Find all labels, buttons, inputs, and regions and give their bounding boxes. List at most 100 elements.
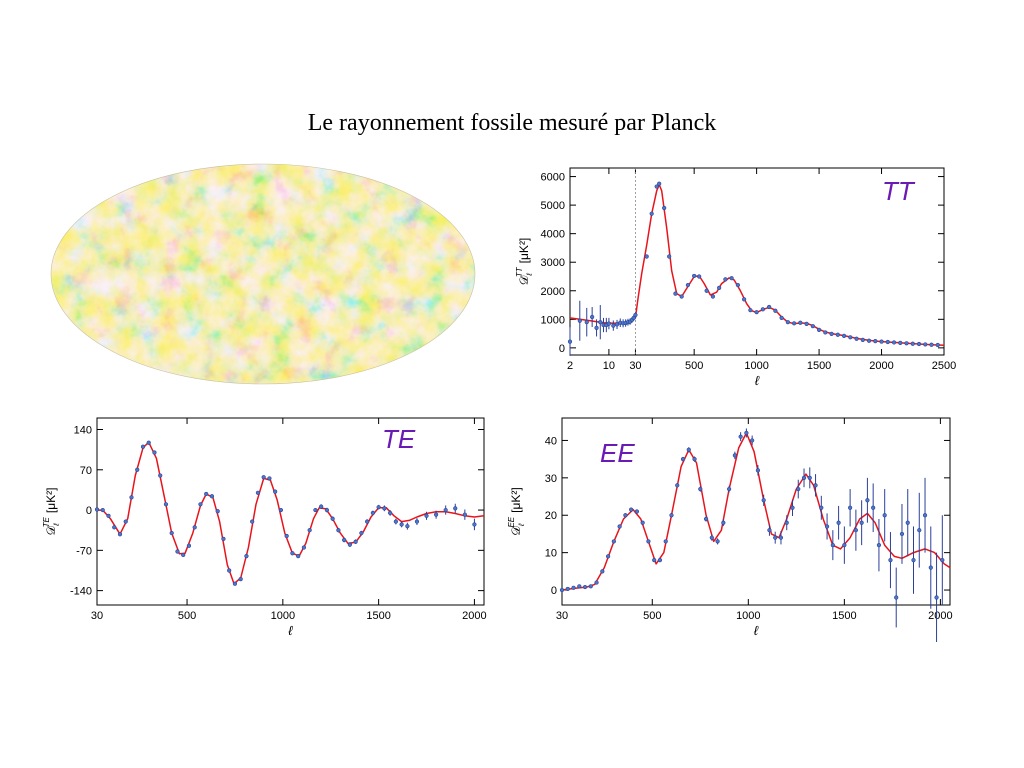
ee-data-point xyxy=(778,535,784,540)
tt-data-point xyxy=(860,337,865,342)
tt-data-point xyxy=(662,205,667,211)
ee-data-point xyxy=(836,520,841,525)
ee-data-point xyxy=(882,513,887,518)
te-data-point xyxy=(382,506,387,511)
te-data-point xyxy=(146,440,151,445)
slide-title: Le rayonnement fossile mesuré par Planck xyxy=(307,110,717,136)
te-data-point xyxy=(462,512,467,517)
ee-data-point xyxy=(767,528,772,533)
te-data-point xyxy=(414,519,420,524)
tt-y-tick-label: 4000 xyxy=(541,229,565,241)
tt-y-label-symbol: 𝒟 xyxy=(517,275,531,285)
tt-model-curve xyxy=(569,183,945,346)
te-data-point xyxy=(399,522,404,527)
te-data-point xyxy=(336,528,341,533)
te-data-point xyxy=(453,506,458,511)
te-data-point xyxy=(198,502,203,507)
ee-data-point xyxy=(761,498,766,503)
tt-data-point xyxy=(667,254,672,259)
ee-data-point xyxy=(848,505,853,510)
ee-data-point xyxy=(824,524,830,529)
ee-data-point xyxy=(686,447,691,452)
te-data-point xyxy=(284,533,289,539)
te-data-point xyxy=(434,512,439,517)
ee-y-tick-label: 40 xyxy=(545,435,557,447)
te-data-point xyxy=(192,525,197,530)
tt-data-point xyxy=(717,285,722,291)
ee-data-point xyxy=(830,543,835,548)
te-data-point xyxy=(290,551,295,556)
te-data-point xyxy=(324,507,330,513)
ee-data-point xyxy=(577,584,582,589)
tt-data-point xyxy=(760,307,765,312)
tt-data-point xyxy=(866,338,872,343)
tt-data-point xyxy=(841,333,847,338)
ee-data-point xyxy=(934,595,939,600)
tt-data-point xyxy=(929,342,934,347)
ee-y-tick-label: 30 xyxy=(545,473,557,485)
te-data-point xyxy=(186,543,192,548)
ee-data-point xyxy=(675,483,680,488)
tt-data-point xyxy=(823,330,828,335)
tt-data-point xyxy=(590,314,595,320)
ee-data-point xyxy=(692,457,697,462)
ee-data-point xyxy=(755,468,761,473)
ee-data-point xyxy=(680,457,686,462)
te-y-label-sup: TE xyxy=(42,516,51,527)
tt-data-point xyxy=(577,318,582,323)
te-y-tick-label: -140 xyxy=(70,586,92,598)
te-data-point xyxy=(158,473,163,478)
ee-data-point xyxy=(773,535,778,540)
te-data-point xyxy=(255,490,261,495)
ee-x-tick-label: 1500 xyxy=(832,610,856,622)
ee-data-point xyxy=(669,513,674,518)
ee-data-point xyxy=(922,513,928,518)
te-plot-frame xyxy=(96,417,485,606)
te-y-axis-label: 𝒟ℓTE [μK²] xyxy=(42,488,61,536)
tt-data-point xyxy=(644,254,649,259)
ee-data-point xyxy=(634,509,640,514)
tt-data-point xyxy=(685,282,691,288)
tt-data-point xyxy=(657,181,662,186)
tt-x-tick-label: 1500 xyxy=(807,360,831,372)
te-data-point xyxy=(181,552,186,558)
tt-y-axis-label: 𝒟ℓTT [μK²] xyxy=(515,238,534,286)
tt-x-tick-label: 1000 xyxy=(744,360,768,372)
tt-spectrum-tag: TT xyxy=(882,176,916,206)
tt-data-point xyxy=(606,321,611,326)
te-data-point xyxy=(443,507,448,513)
tt-x-tick-label: 30 xyxy=(629,360,641,372)
te-x-axis-label: ℓ xyxy=(288,623,293,638)
tt-data-point xyxy=(754,310,759,315)
te-data-point xyxy=(123,519,128,524)
ee-data-point xyxy=(894,595,899,600)
ee-x-axis-label: ℓ xyxy=(754,623,759,638)
tt-data-point xyxy=(779,315,784,320)
tt-y-tick-label: 2000 xyxy=(541,286,565,298)
te-data-point xyxy=(106,513,111,518)
ee-data-point xyxy=(617,524,622,529)
ee-data-point xyxy=(652,558,657,563)
ee-data-point xyxy=(640,520,645,525)
ee-data-point xyxy=(807,475,812,480)
tt-data-point xyxy=(891,340,897,345)
te-x-tick-label: 30 xyxy=(91,610,103,622)
te-data-point xyxy=(330,516,335,521)
te-model-curve xyxy=(97,441,485,585)
ee-y-label-sub: ℓ xyxy=(517,523,526,527)
te-y-tick-label: 140 xyxy=(74,425,92,437)
te-data-point xyxy=(376,505,381,510)
tt-data-point xyxy=(898,340,903,345)
ee-data-point xyxy=(559,587,565,593)
ee-data-point xyxy=(600,569,605,574)
te-data-point xyxy=(353,539,358,544)
tt-data-point xyxy=(654,184,659,189)
ee-data-point xyxy=(899,531,905,537)
ee-data-point xyxy=(917,528,922,533)
tt-data-point xyxy=(935,342,940,348)
ee-data-point xyxy=(588,584,593,589)
ee-y-label-unit: [μK²] xyxy=(509,487,523,513)
ee-data-point xyxy=(876,543,882,548)
ee-data-point xyxy=(859,520,864,525)
tt-y-tick-label: 0 xyxy=(559,343,565,355)
